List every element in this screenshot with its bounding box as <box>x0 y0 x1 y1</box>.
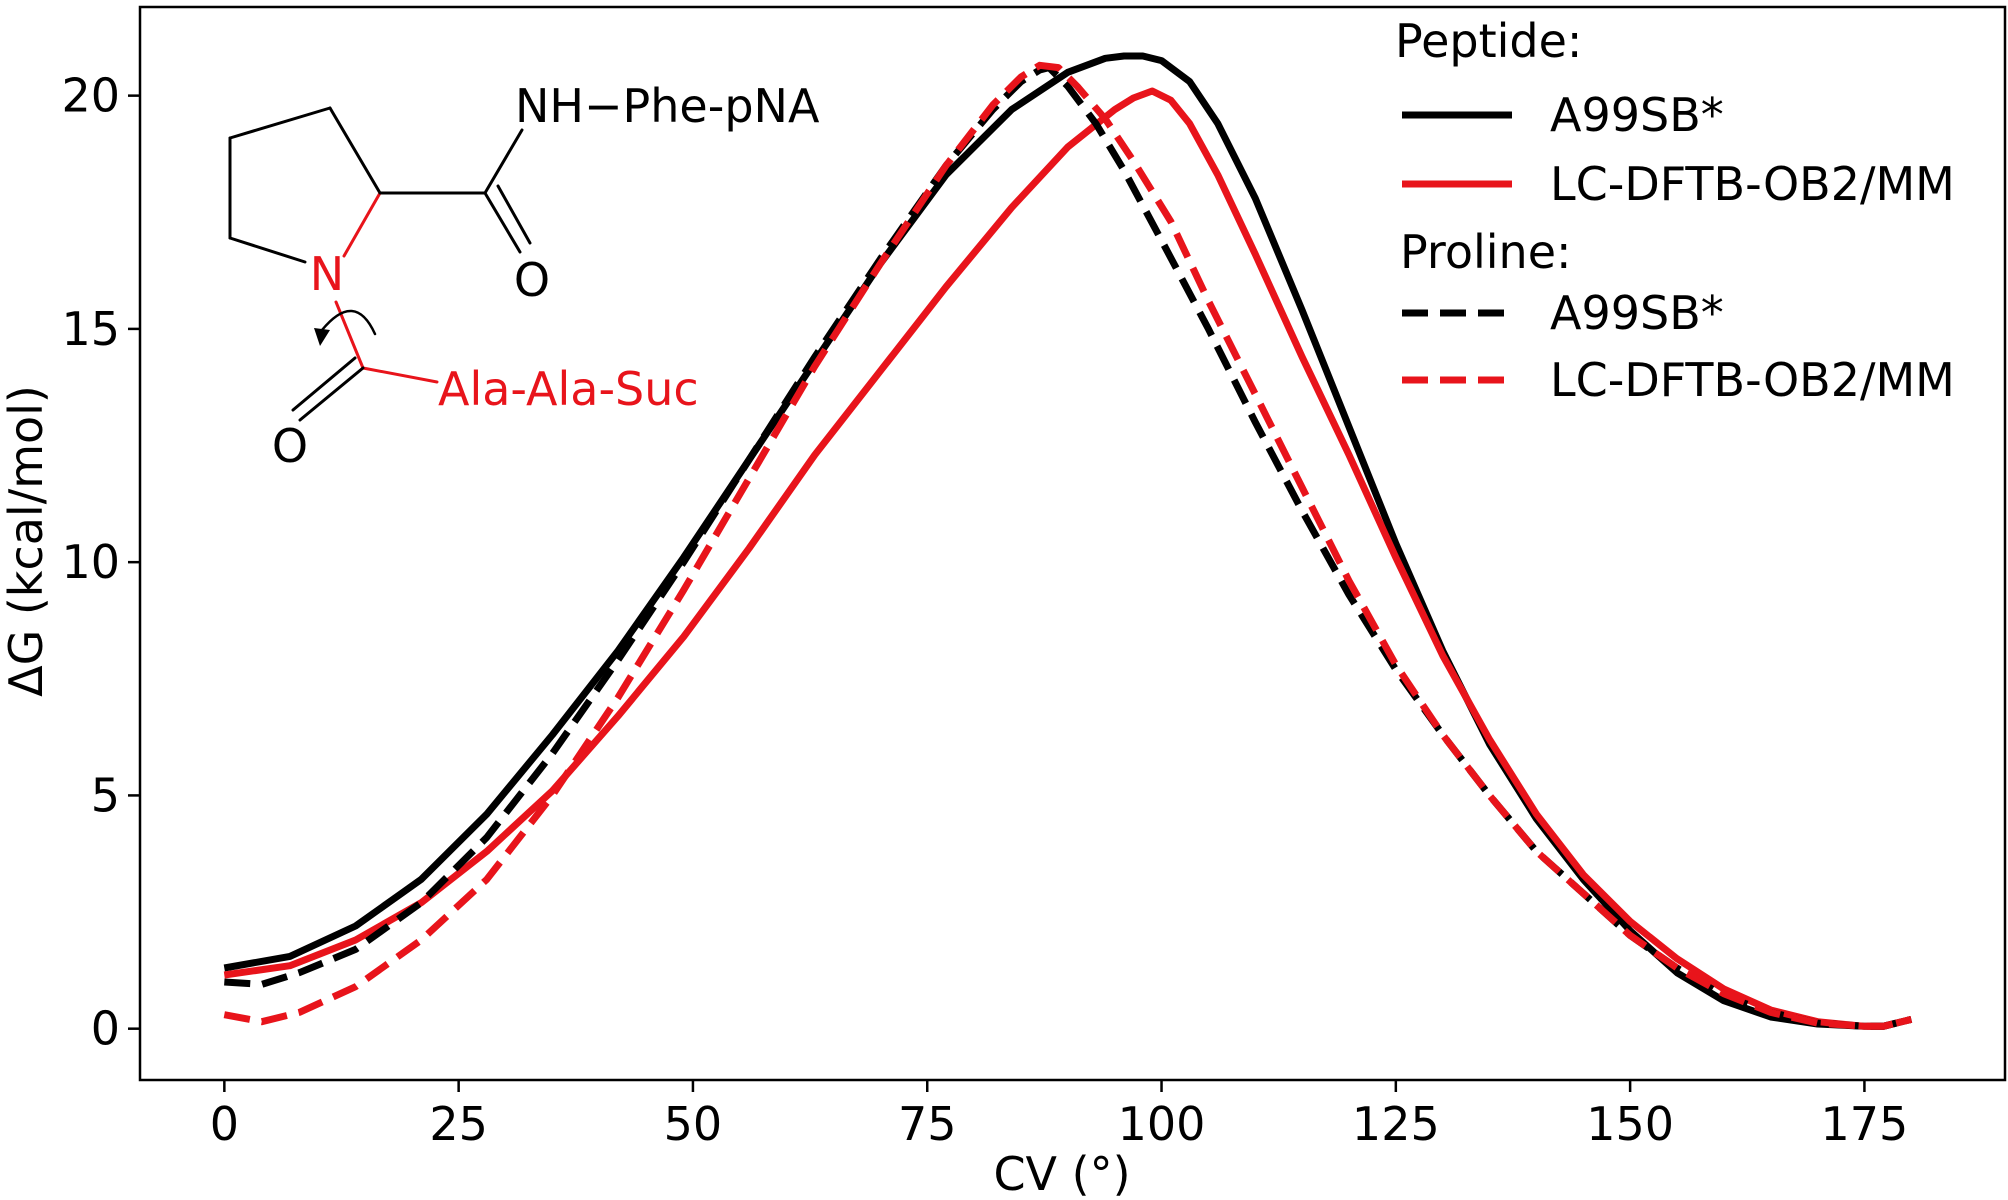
x-axis-label: CV (°) <box>993 1147 1130 1200</box>
x-tick-label: 25 <box>429 1097 488 1151</box>
series-line-proline-lc-dftb <box>223 61 1913 1030</box>
inset-label-ala-ala-suc: Ala-Ala-Suc <box>438 362 699 416</box>
carbonyl-bond-1b <box>496 184 532 245</box>
rotation-arrow-icon <box>320 309 377 336</box>
pyrrolidine-ring <box>228 106 382 264</box>
bond-to-nh <box>483 128 524 195</box>
x-tick-label: 75 <box>898 1097 957 1151</box>
x-tick-label: 175 <box>1821 1097 1909 1151</box>
series-line-peptide-a99sb <box>223 52 1913 1030</box>
carbonyl-bond-1a <box>483 191 522 254</box>
inset-label-nh-phe-pna: NH−Phe-pNA <box>515 79 820 133</box>
legend-label-peptide-a99sb: A99SB* <box>1550 88 1724 142</box>
legend-label-proline-lcdftb: LC-DFTB-OB2/MM <box>1550 353 1955 407</box>
y-tick-label: 5 <box>91 768 120 822</box>
ring-bond-to-n <box>342 191 382 258</box>
inset-label-o-top: O <box>514 253 550 307</box>
carbonyl-bond-2a <box>298 366 365 422</box>
inset-molecule-structure <box>228 106 532 422</box>
y-tick-label: 20 <box>61 69 120 123</box>
legend-label-peptide-lcdftb: LC-DFTB-OB2/MM <box>1550 157 1955 211</box>
legend-group-title-proline: Proline: <box>1400 225 1572 279</box>
rotation-arrowhead-icon <box>314 328 330 346</box>
x-tick-label: 0 <box>210 1097 239 1151</box>
y-axis-label: ΔG (kcal/mol) <box>0 385 53 697</box>
inset-label-o-bottom: O <box>272 419 308 473</box>
x-axis-ticks: 0 25 50 75 100 125 150 175 <box>210 1080 1909 1151</box>
legend-group-title-peptide: Peptide: <box>1395 14 1582 68</box>
carbonyl-bond-2b <box>291 356 357 412</box>
y-tick-label: 0 <box>91 1002 120 1056</box>
y-axis-ticks: 0 5 10 15 20 <box>61 69 140 1056</box>
legend: Peptide: A99SB* LC-DFTB-OB2/MM Proline: … <box>1395 14 1955 407</box>
plot-frame <box>138 5 2007 1082</box>
y-tick-label: 15 <box>61 302 120 356</box>
series-layer <box>223 52 1913 1030</box>
acyl-chain-bond <box>361 366 439 384</box>
legend-label-proline-a99sb: A99SB* <box>1550 286 1724 340</box>
inset-label-n: N <box>310 247 344 301</box>
x-tick-label: 125 <box>1352 1097 1440 1151</box>
series-line-peptide-lc-dftb <box>223 87 1913 1030</box>
series-line-proline-a99sb <box>224 64 1913 1030</box>
x-tick-label: 100 <box>1118 1097 1206 1151</box>
y-tick-label: 10 <box>61 535 120 589</box>
x-tick-label: 150 <box>1586 1097 1674 1151</box>
x-tick-label: 50 <box>664 1097 723 1151</box>
